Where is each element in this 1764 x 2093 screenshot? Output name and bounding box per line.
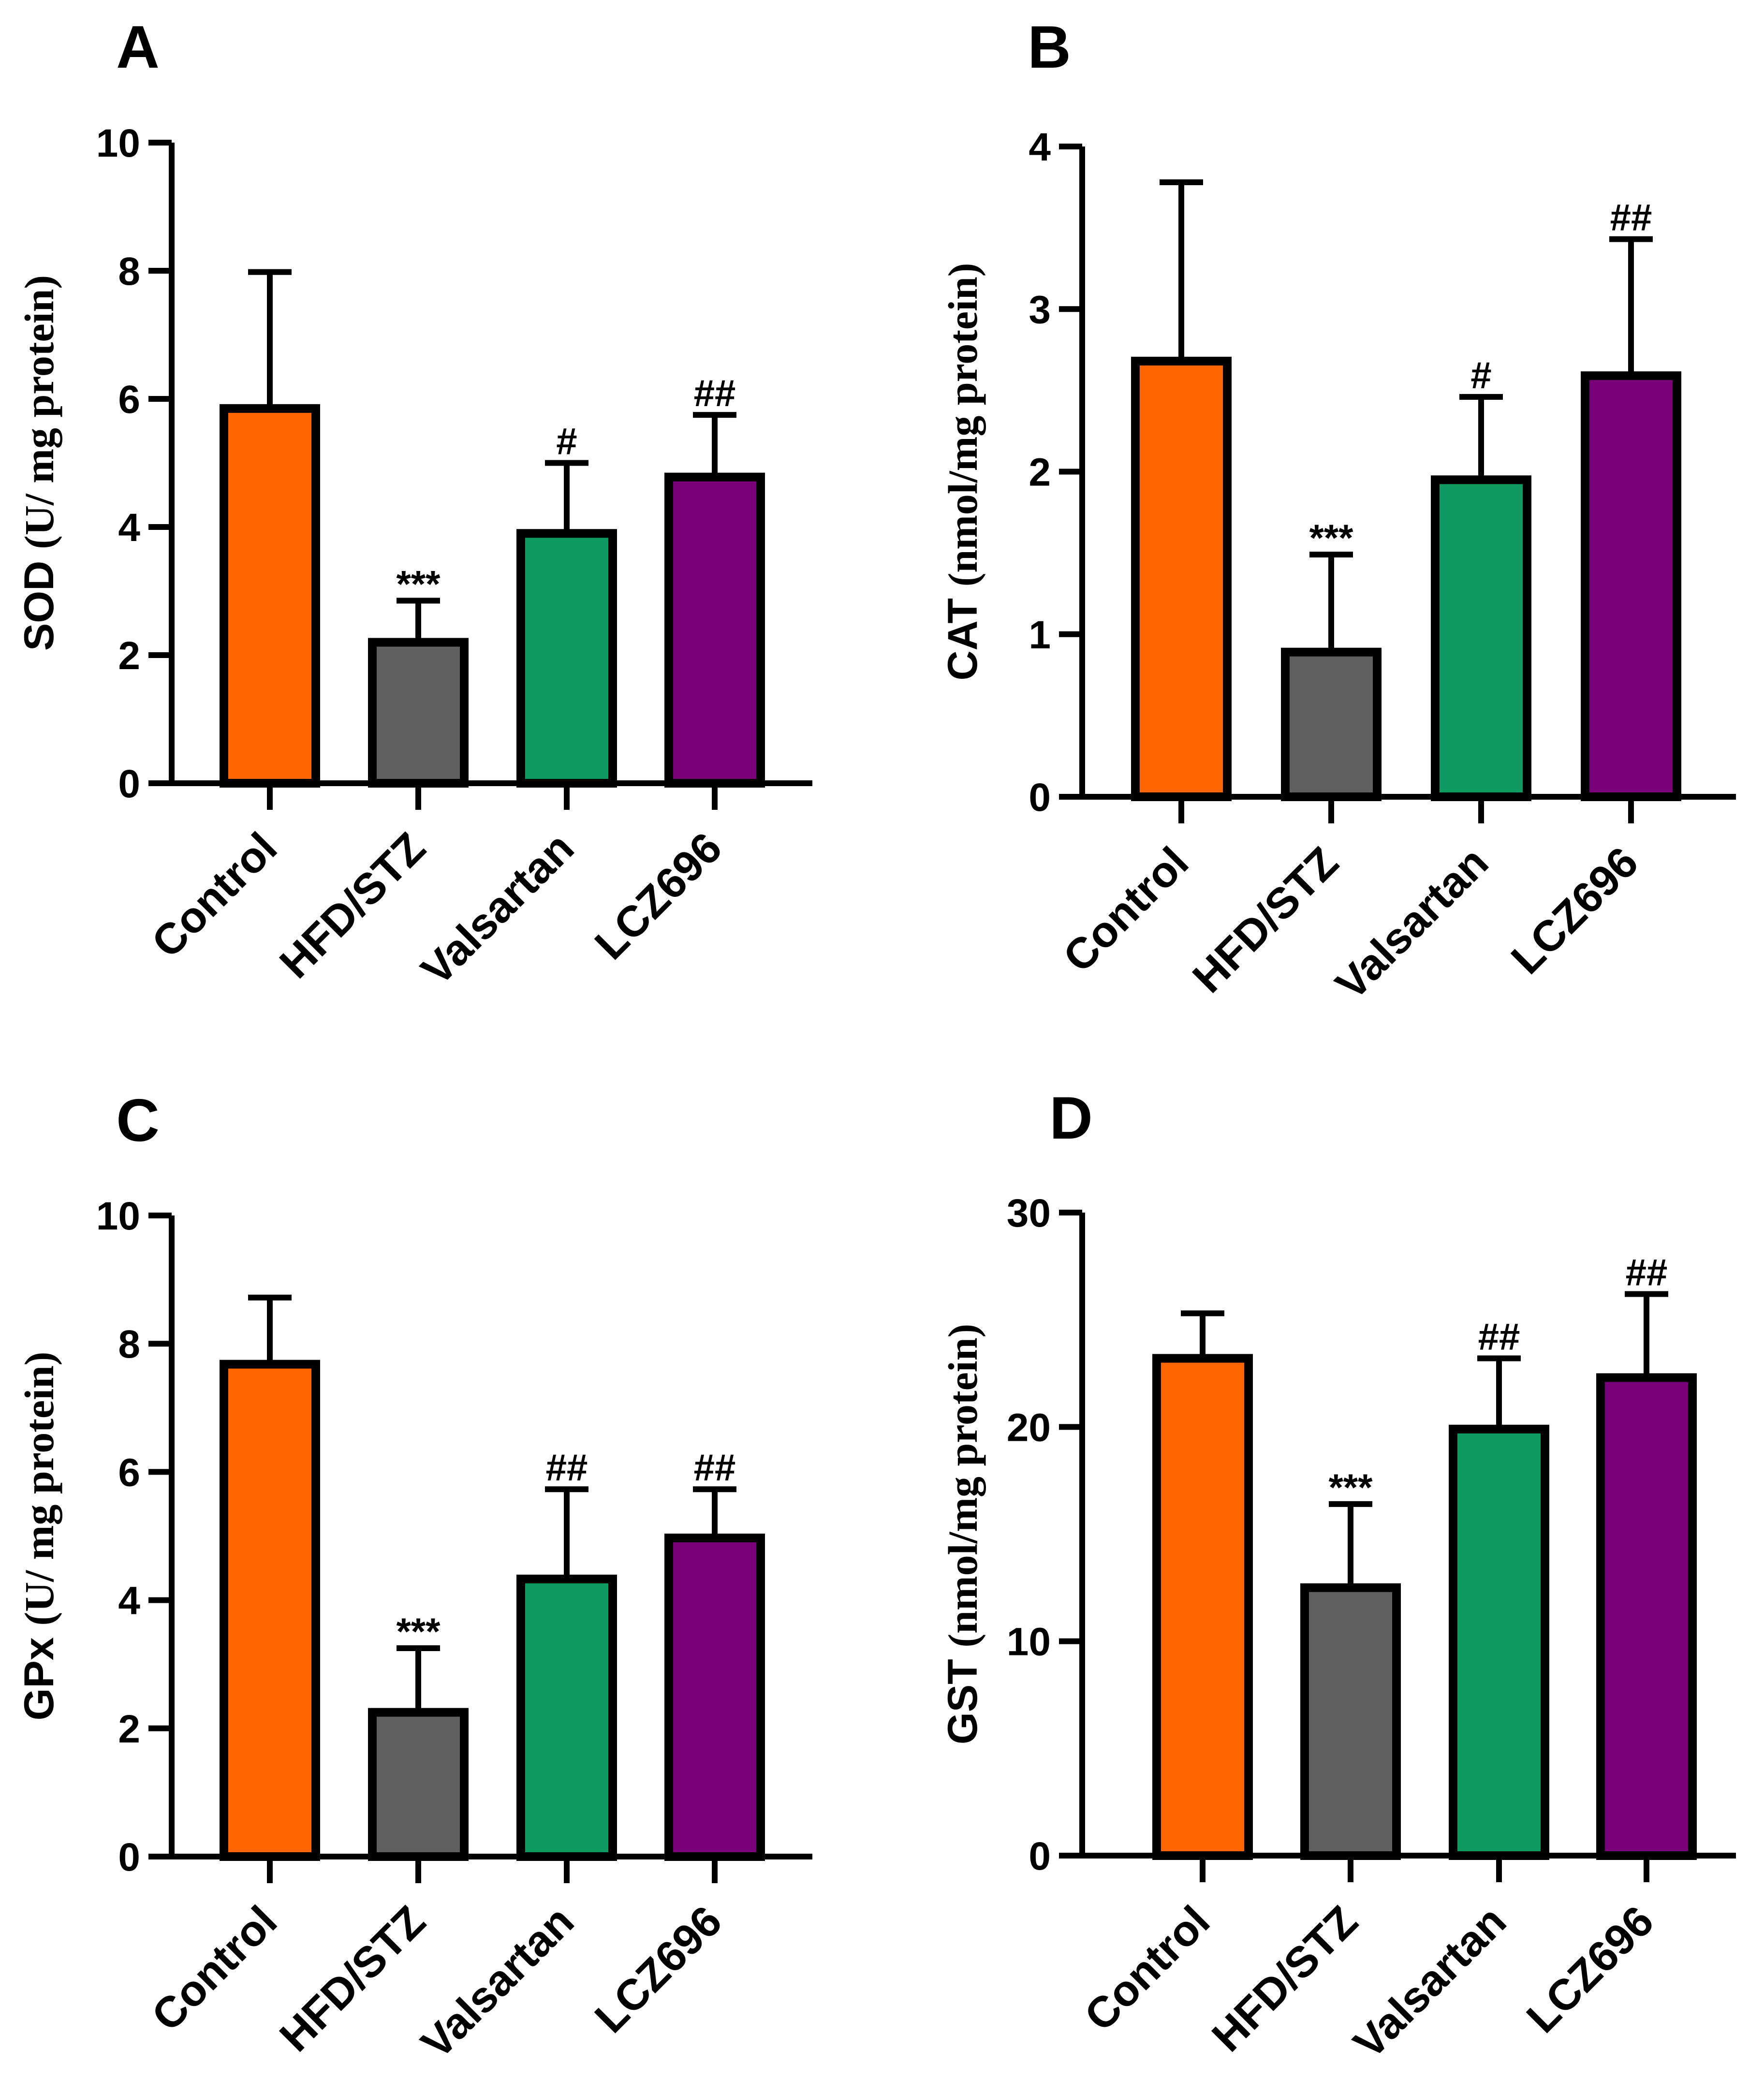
bar-lcz696 xyxy=(1581,371,1681,801)
y-tick-label: 10 xyxy=(1007,1620,1051,1664)
x-tick-label: Valsartan xyxy=(412,1897,583,2068)
bar-control xyxy=(1152,1354,1253,1860)
x-tick-label: LCZ696 xyxy=(586,823,732,969)
bar-hfdstz xyxy=(1300,1583,1401,1860)
bar-lcz696 xyxy=(664,1533,765,1861)
significance-stars: *** xyxy=(1309,516,1353,559)
y-tick-label: 2 xyxy=(118,1707,140,1751)
y-tick-label: 8 xyxy=(118,249,140,293)
y-tick-label: 10 xyxy=(96,1194,140,1238)
significance-stars: *** xyxy=(396,562,441,605)
bar-lcz696 xyxy=(1596,1373,1697,1860)
bar-hfdstz xyxy=(368,638,469,788)
panel-b: B CAT (nmol/mg protein) Control *** HFD/STZ #… xyxy=(940,14,1736,1009)
y-tick-label: 6 xyxy=(118,1450,140,1494)
y-tick-label: 0 xyxy=(118,1835,140,1879)
significance-hash: ## xyxy=(694,372,736,414)
y-axis-title-unit: (U/ mg protein) xyxy=(16,1352,62,1626)
y-tick-label: 0 xyxy=(1029,776,1051,820)
y-axis-title: GPx (U/ mg protein) xyxy=(16,1352,62,1721)
y-axis-title-unit: (nmol/mg protein) xyxy=(940,1324,986,1648)
x-tick-label: LCZ696 xyxy=(1518,1897,1663,2042)
bar-valsartan xyxy=(516,529,617,788)
x-tick-label: Control xyxy=(143,1897,286,2040)
y-tick-label: 6 xyxy=(118,378,140,422)
x-tick-label: LCZ696 xyxy=(1502,838,1648,983)
panel-a: A SOD (U/ mg protein) Control *** HFD/STZ # Va… xyxy=(16,14,812,995)
y-axis-title-prefix: GPx xyxy=(16,1625,62,1720)
y-axis-title-unit: (U/ mg protein) xyxy=(16,275,62,549)
x-tick-label: Control xyxy=(143,823,286,967)
significance-stars: *** xyxy=(396,1610,441,1653)
x-tick-label: Valsartan xyxy=(412,823,583,995)
y-tick-label: 2 xyxy=(118,634,140,678)
panel-d: D GST (nmol/mg protein) Control *** HFD/STZ #… xyxy=(940,1085,1736,2068)
y-axis-title: GST (nmol/mg protein) xyxy=(940,1324,986,1744)
bar-hfdstz xyxy=(1281,647,1382,802)
panel-letter: C xyxy=(116,1087,160,1154)
significance-stars: *** xyxy=(1328,1466,1373,1508)
y-tick-label: 4 xyxy=(118,1579,140,1623)
significance-hash: ## xyxy=(1610,196,1652,239)
bar-lcz696 xyxy=(664,472,765,788)
significance-hash: ## xyxy=(694,1446,736,1489)
y-tick-label: 2 xyxy=(1029,451,1051,495)
panel-letter: A xyxy=(116,14,160,81)
x-tick-label: HFD/STZ xyxy=(271,823,435,987)
y-axis-title: CAT (nmol/mg protein) xyxy=(940,263,986,681)
y-axis-title-unit: (nmol/mg protein) xyxy=(940,263,986,587)
y-tick-label: 0 xyxy=(118,762,140,806)
bar-control xyxy=(1131,356,1232,801)
y-tick-label: 20 xyxy=(1007,1405,1051,1449)
bar-valsartan xyxy=(1431,475,1531,801)
significance-hash: ## xyxy=(1478,1315,1520,1358)
x-tick-label: Control xyxy=(1075,1897,1219,2040)
significance-hash: ## xyxy=(546,1446,588,1489)
x-tick-label: Valsartan xyxy=(1344,1897,1515,2068)
y-tick-label: 1 xyxy=(1029,613,1051,657)
x-tick-label: HFD/STZ xyxy=(1184,838,1348,1002)
y-axis-title: SOD (U/ mg protein) xyxy=(16,275,62,651)
y-tick-label: 4 xyxy=(1029,125,1051,169)
bar-control xyxy=(220,404,320,788)
significance-hash: # xyxy=(1470,354,1491,396)
y-tick-label: 8 xyxy=(118,1322,140,1366)
bar-hfdstz xyxy=(368,1708,469,1861)
y-tick-label: 4 xyxy=(118,506,140,550)
y-axis-title-prefix: CAT xyxy=(940,586,986,680)
y-tick-label: 10 xyxy=(96,121,140,165)
significance-hash: ## xyxy=(1626,1251,1668,1293)
y-tick-label: 30 xyxy=(1007,1191,1051,1235)
x-tick-label: LCZ696 xyxy=(586,1897,732,2042)
panel-letter: B xyxy=(1028,14,1071,81)
y-axis-title-prefix: SOD xyxy=(16,549,62,651)
panel-letter: D xyxy=(1049,1085,1093,1152)
y-tick-label: 3 xyxy=(1029,288,1051,332)
y-axis-title-prefix: GST xyxy=(940,1647,986,1744)
bar-valsartan xyxy=(516,1574,617,1861)
significance-hash: # xyxy=(556,420,577,463)
bar-valsartan xyxy=(1449,1424,1549,1860)
panel-c: C GPx (U/ mg protein) Control *** HFD/STZ ## V… xyxy=(16,1087,812,2068)
x-tick-label: HFD/STZ xyxy=(271,1897,435,2061)
x-tick-label: HFD/STZ xyxy=(1203,1897,1367,2061)
y-tick-label: 0 xyxy=(1029,1834,1051,1878)
x-tick-label: Control xyxy=(1054,838,1198,981)
bar-control xyxy=(220,1360,320,1861)
x-tick-label: Valsartan xyxy=(1326,838,1498,1009)
